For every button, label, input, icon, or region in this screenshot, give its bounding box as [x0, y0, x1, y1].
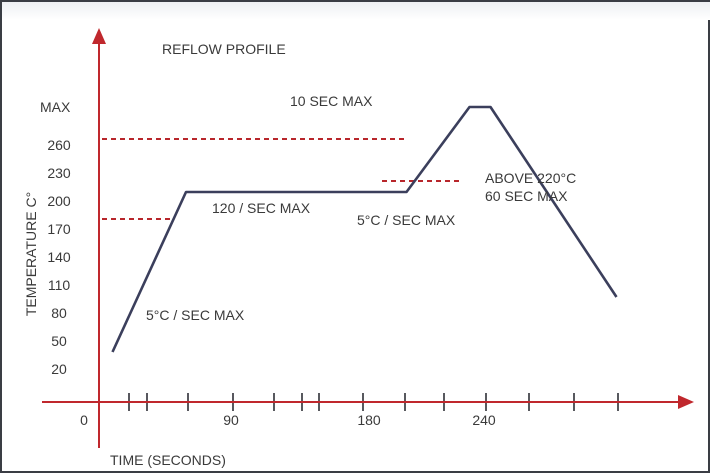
y-tick-label: 140 [47, 249, 71, 265]
reflow-chart: REFLOW PROFILE MAX TEMPERATURE C° TIME (… [23, 28, 694, 468]
x-tick-label: 180 [357, 412, 381, 428]
y-tick-label: 200 [47, 193, 71, 209]
chart-title: REFLOW PROFILE [162, 41, 286, 57]
annotation-ramp-to-peak: 5°C / SEC MAX [357, 212, 456, 228]
annotation-above-220-line2: 60 SEC MAX [485, 188, 568, 204]
x-axis-arrow [678, 395, 694, 409]
annotation-soak: 120 / SEC MAX [212, 200, 311, 216]
annotation-peak: 10 SEC MAX [290, 93, 373, 109]
y-tick-label: 20 [51, 361, 67, 377]
guide-lines [102, 138, 460, 220]
x-tick-label: 0 [80, 412, 88, 428]
annotation-ramp-up: 5°C / SEC MAX [146, 307, 245, 323]
y-tick-label: 110 [48, 277, 71, 293]
y-axis-arrow [92, 28, 106, 44]
y-tick-label: 170 [47, 221, 71, 237]
x-tick-label: 240 [472, 412, 496, 428]
y-tick-label: 50 [51, 333, 67, 349]
y-axis-label: TEMPERATURE C° [23, 192, 39, 316]
x-axis-label: TIME (SECONDS) [110, 452, 226, 468]
annotation-above-220-line1: ABOVE 220°C [485, 170, 576, 186]
y-tick-label: 230 [47, 165, 71, 181]
y-tick-label: 80 [51, 305, 67, 321]
y-tick-label: 260 [47, 137, 71, 153]
y-max-label: MAX [40, 99, 71, 115]
top-fade [2, 2, 710, 20]
x-tick-label: 90 [223, 412, 239, 428]
y-tick-labels: 260 230 200 170 140 110 80 50 20 [47, 137, 71, 377]
profile-line [111, 105, 618, 353]
x-tick-labels: 0 90 180 240 [80, 412, 496, 428]
